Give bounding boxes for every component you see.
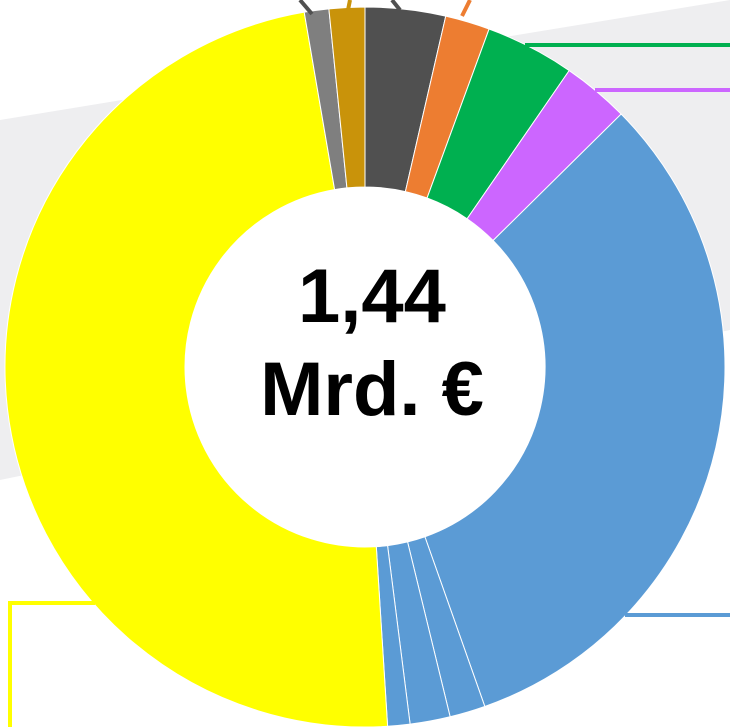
leader-line [460,0,472,17]
leader-line [8,601,95,727]
center-label: Mrd. € [260,347,484,432]
leader-line [346,0,352,11]
leader-lines [8,0,730,727]
slices [4,6,726,727]
donut-hole [185,187,545,547]
leader-line [390,0,402,12]
leader-line [298,0,314,16]
center-label: 1,44 [298,254,446,339]
